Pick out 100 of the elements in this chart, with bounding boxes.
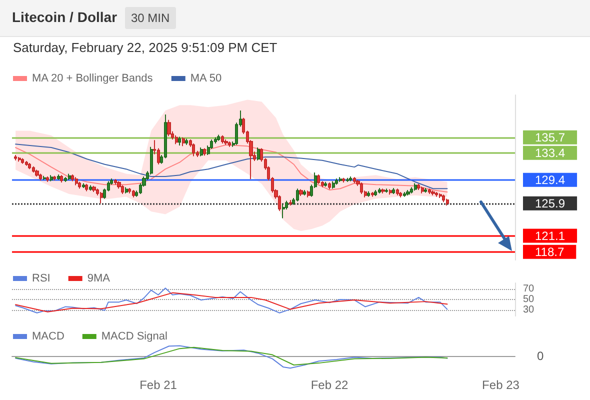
candlestick (339, 176, 342, 182)
candlestick (378, 187, 381, 194)
candlestick (346, 177, 349, 182)
candlestick (221, 134, 224, 144)
candlestick (50, 174, 53, 182)
candlestick (381, 188, 385, 194)
candlestick (64, 176, 67, 182)
candlestick (75, 176, 78, 186)
y-tick-label: 70 (523, 284, 535, 295)
candlestick (25, 160, 28, 166)
candlestick (446, 198, 449, 206)
candlestick (282, 204, 285, 219)
legend-label: MACD (32, 330, 64, 342)
candlestick (439, 192, 442, 199)
candlestick (78, 181, 81, 190)
chart-subtitle: 30 MIN (125, 7, 176, 29)
line-series (15, 288, 448, 314)
legend-label: MACD Signal (101, 330, 168, 342)
candlestick (200, 147, 203, 157)
candlestick (114, 178, 117, 186)
legend-label: MA 20 + Bollinger Bands (32, 72, 154, 84)
candlestick (182, 136, 185, 147)
candlestick (128, 187, 131, 194)
candlestick (424, 187, 427, 194)
candlestick (53, 175, 56, 182)
candlestick (228, 140, 231, 148)
text: 0 (537, 349, 544, 363)
candlestick (296, 188, 299, 202)
x-tick-label: Feb 21 (140, 378, 178, 392)
candlestick (185, 138, 188, 146)
candlestick (389, 188, 392, 196)
candlestick (324, 181, 327, 188)
candlestick (417, 183, 420, 190)
candlestick (353, 176, 356, 184)
candlestick (175, 134, 178, 145)
x-tick-label: Feb 22 (310, 378, 348, 392)
y-tick-label: 121.1 (535, 228, 566, 243)
candlestick (35, 169, 39, 177)
legend-label: MA 50 (190, 72, 222, 84)
legend-label: 9MA (87, 272, 111, 284)
candlestick (307, 190, 310, 198)
candlestick (392, 187, 395, 194)
candlestick (403, 191, 406, 198)
candlestick (396, 188, 399, 196)
candlestick (371, 191, 374, 198)
x-tick-label: Feb 23 (482, 378, 520, 392)
candlestick (167, 119, 171, 137)
candlestick (28, 162, 31, 170)
candlestick (57, 174, 60, 180)
candlestick (374, 189, 377, 197)
y-tick-label: 135.7 (535, 130, 566, 144)
candlestick (125, 186, 128, 194)
candlestick (442, 194, 445, 203)
legend-label: RSI (32, 272, 50, 284)
candlestick (332, 180, 335, 190)
y-tick-label: 133.4 (535, 146, 566, 160)
candlestick (71, 174, 74, 182)
candlestick (406, 189, 410, 196)
y-tick-label: 129.4 (535, 172, 566, 187)
candlestick (203, 148, 206, 156)
candlestick (421, 186, 424, 194)
candlestick (385, 188, 388, 194)
candlestick (360, 182, 363, 194)
candlestick (192, 142, 195, 157)
candlestick (224, 138, 228, 146)
candlestick (46, 176, 49, 182)
candlestick (303, 189, 306, 196)
candlestick (289, 200, 292, 206)
text: Saturday, February 22, 2025 9:51:09 PM CET (13, 40, 278, 55)
candlestick (132, 189, 135, 198)
candlestick (342, 177, 345, 184)
candlestick (100, 191, 103, 204)
candlestick (367, 190, 370, 198)
candlestick (89, 184, 92, 192)
candlestick (85, 183, 88, 192)
candlestick (414, 182, 417, 192)
candlestick (121, 184, 124, 194)
candlestick (68, 173, 71, 180)
y-tick-label: 118.7 (535, 244, 564, 259)
candlestick (21, 158, 24, 164)
candlestick (43, 175, 46, 180)
y-tick-label: 125.9 (535, 196, 566, 210)
candlestick (14, 154, 17, 161)
candlestick (60, 174, 63, 184)
candlestick (299, 188, 303, 197)
candlestick (335, 178, 338, 186)
candlestick (32, 166, 35, 173)
candlestick (39, 173, 42, 182)
candlestick (428, 188, 431, 194)
y-tick-label: 50 (523, 294, 535, 305)
chart-title: Litecoin / Dollar (12, 9, 118, 25)
candlestick (18, 156, 21, 162)
candlestick (410, 186, 413, 194)
candlestick (217, 134, 220, 142)
candlestick (317, 174, 320, 184)
candlestick (328, 182, 331, 190)
candlestick (399, 191, 402, 198)
candlestick (431, 190, 435, 196)
candlestick (435, 191, 438, 198)
line-series (15, 292, 448, 312)
